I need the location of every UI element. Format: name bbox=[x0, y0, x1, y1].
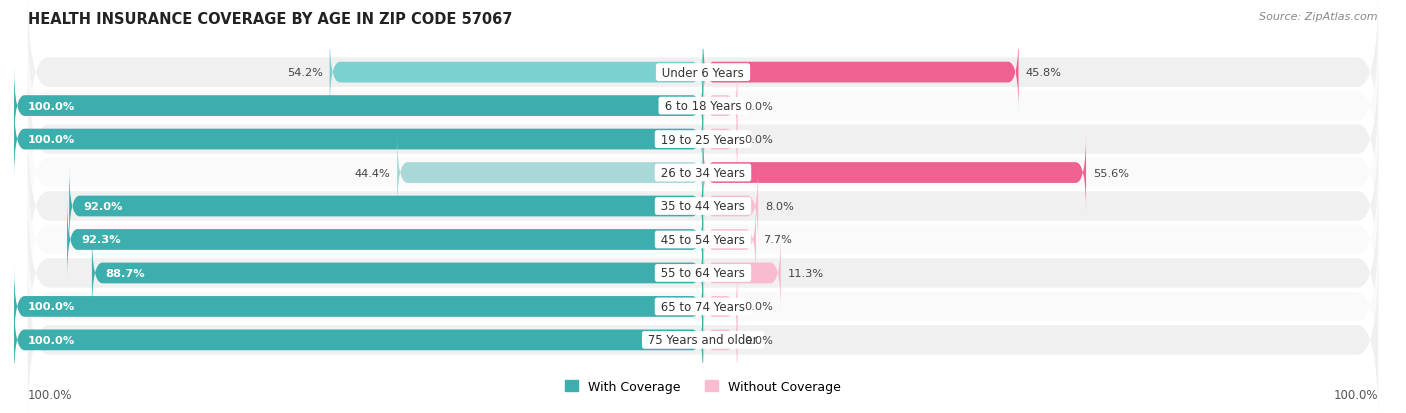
Text: 75 Years and older: 75 Years and older bbox=[644, 334, 762, 347]
Text: 65 to 74 Years: 65 to 74 Years bbox=[657, 300, 749, 313]
FancyBboxPatch shape bbox=[28, 154, 1378, 325]
Text: 35 to 44 Years: 35 to 44 Years bbox=[657, 200, 749, 213]
Text: 92.3%: 92.3% bbox=[82, 235, 121, 245]
FancyBboxPatch shape bbox=[28, 21, 1378, 192]
FancyBboxPatch shape bbox=[703, 33, 1018, 113]
FancyBboxPatch shape bbox=[91, 233, 703, 313]
FancyBboxPatch shape bbox=[703, 233, 780, 313]
FancyBboxPatch shape bbox=[703, 167, 758, 246]
Text: 6 to 18 Years: 6 to 18 Years bbox=[661, 100, 745, 113]
Text: 100.0%: 100.0% bbox=[1333, 388, 1378, 401]
Text: 0.0%: 0.0% bbox=[744, 301, 773, 312]
FancyBboxPatch shape bbox=[329, 33, 703, 113]
FancyBboxPatch shape bbox=[14, 100, 703, 180]
FancyBboxPatch shape bbox=[14, 300, 703, 380]
FancyBboxPatch shape bbox=[28, 121, 1378, 292]
Text: 11.3%: 11.3% bbox=[787, 268, 824, 278]
Text: 88.7%: 88.7% bbox=[105, 268, 145, 278]
Text: 19 to 25 Years: 19 to 25 Years bbox=[657, 133, 749, 146]
FancyBboxPatch shape bbox=[703, 200, 756, 280]
Text: 55.6%: 55.6% bbox=[1092, 168, 1129, 178]
FancyBboxPatch shape bbox=[14, 267, 703, 347]
Text: 100.0%: 100.0% bbox=[28, 135, 75, 145]
Text: 92.0%: 92.0% bbox=[83, 202, 122, 211]
FancyBboxPatch shape bbox=[703, 267, 738, 347]
FancyBboxPatch shape bbox=[28, 254, 1378, 413]
FancyBboxPatch shape bbox=[28, 54, 1378, 225]
FancyBboxPatch shape bbox=[14, 66, 703, 146]
FancyBboxPatch shape bbox=[28, 88, 1378, 259]
Text: 44.4%: 44.4% bbox=[354, 168, 391, 178]
Text: 0.0%: 0.0% bbox=[744, 335, 773, 345]
FancyBboxPatch shape bbox=[703, 300, 738, 380]
Legend: With Coverage, Without Coverage: With Coverage, Without Coverage bbox=[561, 375, 845, 398]
Text: 100.0%: 100.0% bbox=[28, 101, 75, 112]
FancyBboxPatch shape bbox=[67, 200, 703, 280]
Text: 0.0%: 0.0% bbox=[744, 135, 773, 145]
Text: Source: ZipAtlas.com: Source: ZipAtlas.com bbox=[1260, 12, 1378, 22]
FancyBboxPatch shape bbox=[396, 133, 703, 213]
Text: Under 6 Years: Under 6 Years bbox=[658, 66, 748, 79]
Text: HEALTH INSURANCE COVERAGE BY AGE IN ZIP CODE 57067: HEALTH INSURANCE COVERAGE BY AGE IN ZIP … bbox=[28, 12, 513, 27]
Text: 100.0%: 100.0% bbox=[28, 301, 75, 312]
Text: 54.2%: 54.2% bbox=[287, 68, 323, 78]
FancyBboxPatch shape bbox=[28, 0, 1378, 159]
Text: 55 to 64 Years: 55 to 64 Years bbox=[657, 267, 749, 280]
FancyBboxPatch shape bbox=[28, 221, 1378, 392]
FancyBboxPatch shape bbox=[703, 133, 1085, 213]
Text: 100.0%: 100.0% bbox=[28, 335, 75, 345]
FancyBboxPatch shape bbox=[28, 188, 1378, 359]
Text: 45 to 54 Years: 45 to 54 Years bbox=[657, 233, 749, 247]
Text: 26 to 34 Years: 26 to 34 Years bbox=[657, 166, 749, 180]
Text: 100.0%: 100.0% bbox=[28, 388, 73, 401]
Text: 7.7%: 7.7% bbox=[763, 235, 792, 245]
FancyBboxPatch shape bbox=[69, 167, 703, 246]
Text: 8.0%: 8.0% bbox=[765, 202, 794, 211]
Text: 45.8%: 45.8% bbox=[1025, 68, 1062, 78]
Text: 0.0%: 0.0% bbox=[744, 101, 773, 112]
FancyBboxPatch shape bbox=[703, 100, 738, 180]
FancyBboxPatch shape bbox=[703, 66, 738, 146]
